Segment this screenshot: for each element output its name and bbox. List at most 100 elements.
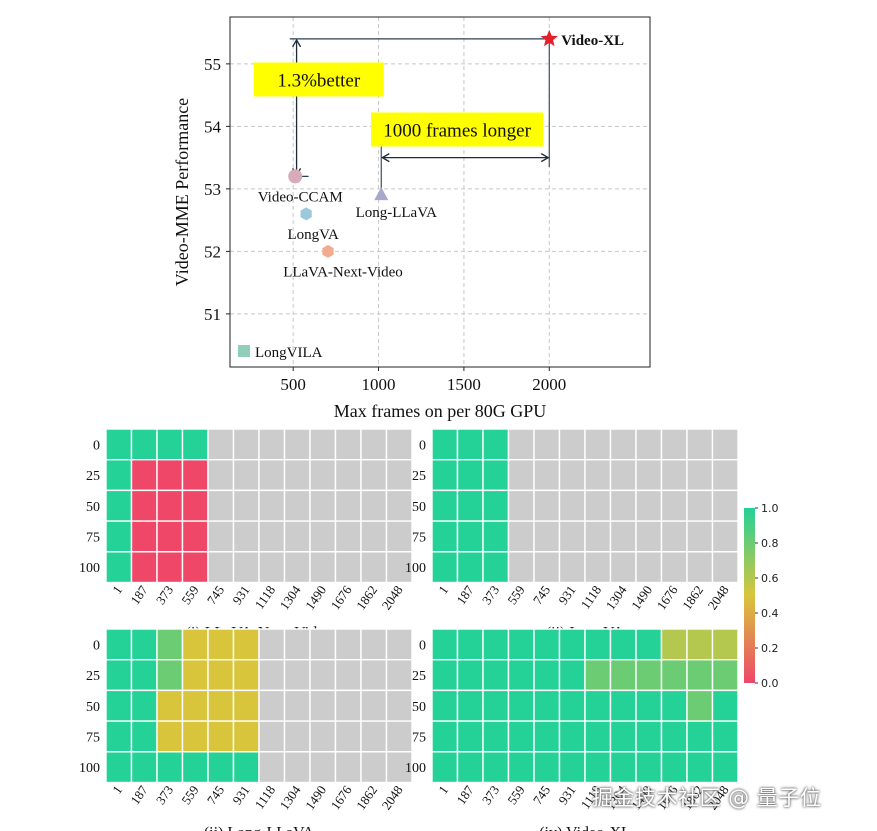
heatmap-cell [533,489,561,522]
heatmap-cell [609,489,637,522]
heatmap-cell [584,628,612,661]
heatmap-cell [711,459,739,492]
heatmap-cell [258,428,286,461]
heatmap-cell [686,520,714,553]
heatmap-cell [105,659,133,692]
heatmap-cell [431,428,459,461]
heatmap-cell [283,520,311,553]
heatmap-cell [334,520,362,553]
heatmap-cell [609,628,637,661]
heatmap-cell [258,659,286,692]
heatmap-cell [456,459,484,492]
heatmap-cell [660,428,688,461]
legend-label: LongVILA [255,345,323,361]
y-tick-label: 75 [86,530,100,545]
point-llava-next-video [322,244,334,258]
heatmap-cell [105,720,133,753]
x-tick-label: 559 [178,783,201,808]
heatmap-cell [360,489,388,522]
heatmap-cell [258,628,286,661]
x-tick-label: 559 [504,783,527,808]
heatmap-cell [609,659,637,692]
heatmap-cell [360,459,388,492]
heatmap-cell [431,628,459,661]
heatmap-cell [533,459,561,492]
heatmap-cell [360,689,388,722]
x-tick-label: 187 [127,782,151,807]
heatmap-cell [156,551,184,584]
heatmap-cell [584,720,612,753]
heatmap-cell [558,659,586,692]
point-label: Video-CCAM [258,189,343,205]
x-tick-label: 745 [204,583,227,608]
heatmap-cell [507,551,535,584]
heatmap-cell [558,428,586,461]
x-tick-label: 1304 [277,582,304,612]
heatmap-panel-3: 0 25 50 75 100 1 187 373 559 745 93111181304149016… [79,628,413,831]
colorbar-tick-label: 0.0 [761,677,779,690]
heatmap-cell [156,489,184,522]
heatmap-cell [431,720,459,753]
heatmap-cell [130,659,158,692]
heatmap-cell [181,751,209,784]
y-tick-label: 54 [204,117,222,136]
colorbar-tick-label: 0.4 [761,607,779,620]
heatmap-cell [533,751,561,784]
heatmap-cell [334,751,362,784]
x-tick-label: 1676 [328,782,355,812]
y-tick-label: 50 [86,700,100,715]
heatmap-cell [686,551,714,584]
heatmap-cell [283,689,311,722]
heatmap-cell [533,628,561,661]
heatmap-cell [105,459,133,492]
point-label: LLaVA-Next-Video [283,264,403,280]
heatmap-cell [635,428,663,461]
heatmap-cell [385,551,413,584]
heatmap-cell [584,551,612,584]
heatmap-cell [456,659,484,692]
heatmap-cell [360,428,388,461]
y-tick-label: 53 [204,180,221,199]
heatmap-cell [130,551,158,584]
heatmap-cell [431,489,459,522]
x-tick-label: 1000 [362,375,396,394]
x-tick-label: 1 [109,583,125,597]
heatmap-cell [181,720,209,753]
arrowhead-up [292,38,302,48]
x-tick-label: 745 [530,583,553,608]
heatmap-cell [507,489,535,522]
heatmap-cell [258,459,286,492]
x-tick-label: 931 [555,783,578,808]
heatmap-cell [232,751,260,784]
point-video-ccam [288,169,303,184]
x-tick-label: 1 [435,583,451,597]
heatmap-cell [258,689,286,722]
heatmap-cell [156,659,184,692]
heatmap-cell [660,720,688,753]
y-tick-label: 55 [204,55,221,74]
annotation-better-box [253,62,384,97]
y-tick-label: 0 [93,638,100,653]
heatmap-cell [207,428,235,461]
heatmap-cell [156,689,184,722]
heatmap-cell [482,751,510,784]
heatmap-cell [686,689,714,722]
heatmap-cell [181,489,209,522]
heatmap-cell [711,520,739,553]
heatmap-cell [711,489,739,522]
x-tick-label: 1 [109,783,125,797]
heatmap-cell [181,628,209,661]
heatmap-cell [456,689,484,722]
heatmap-cell [207,551,235,584]
heatmap-cell [283,628,311,661]
heatmap-cell [385,751,413,784]
x-tick-label: 1304 [277,782,304,812]
heatmap-cell [360,720,388,753]
panel-title: (iv) Video-XL [539,825,631,831]
x-tick-label: 559 [178,583,201,608]
heatmap-cell [711,751,739,784]
heatmap-cell [207,720,235,753]
y-tick-label: 0 [93,438,100,453]
heatmap-cell [258,551,286,584]
colorbar-tick-label: 0.8 [761,537,779,550]
